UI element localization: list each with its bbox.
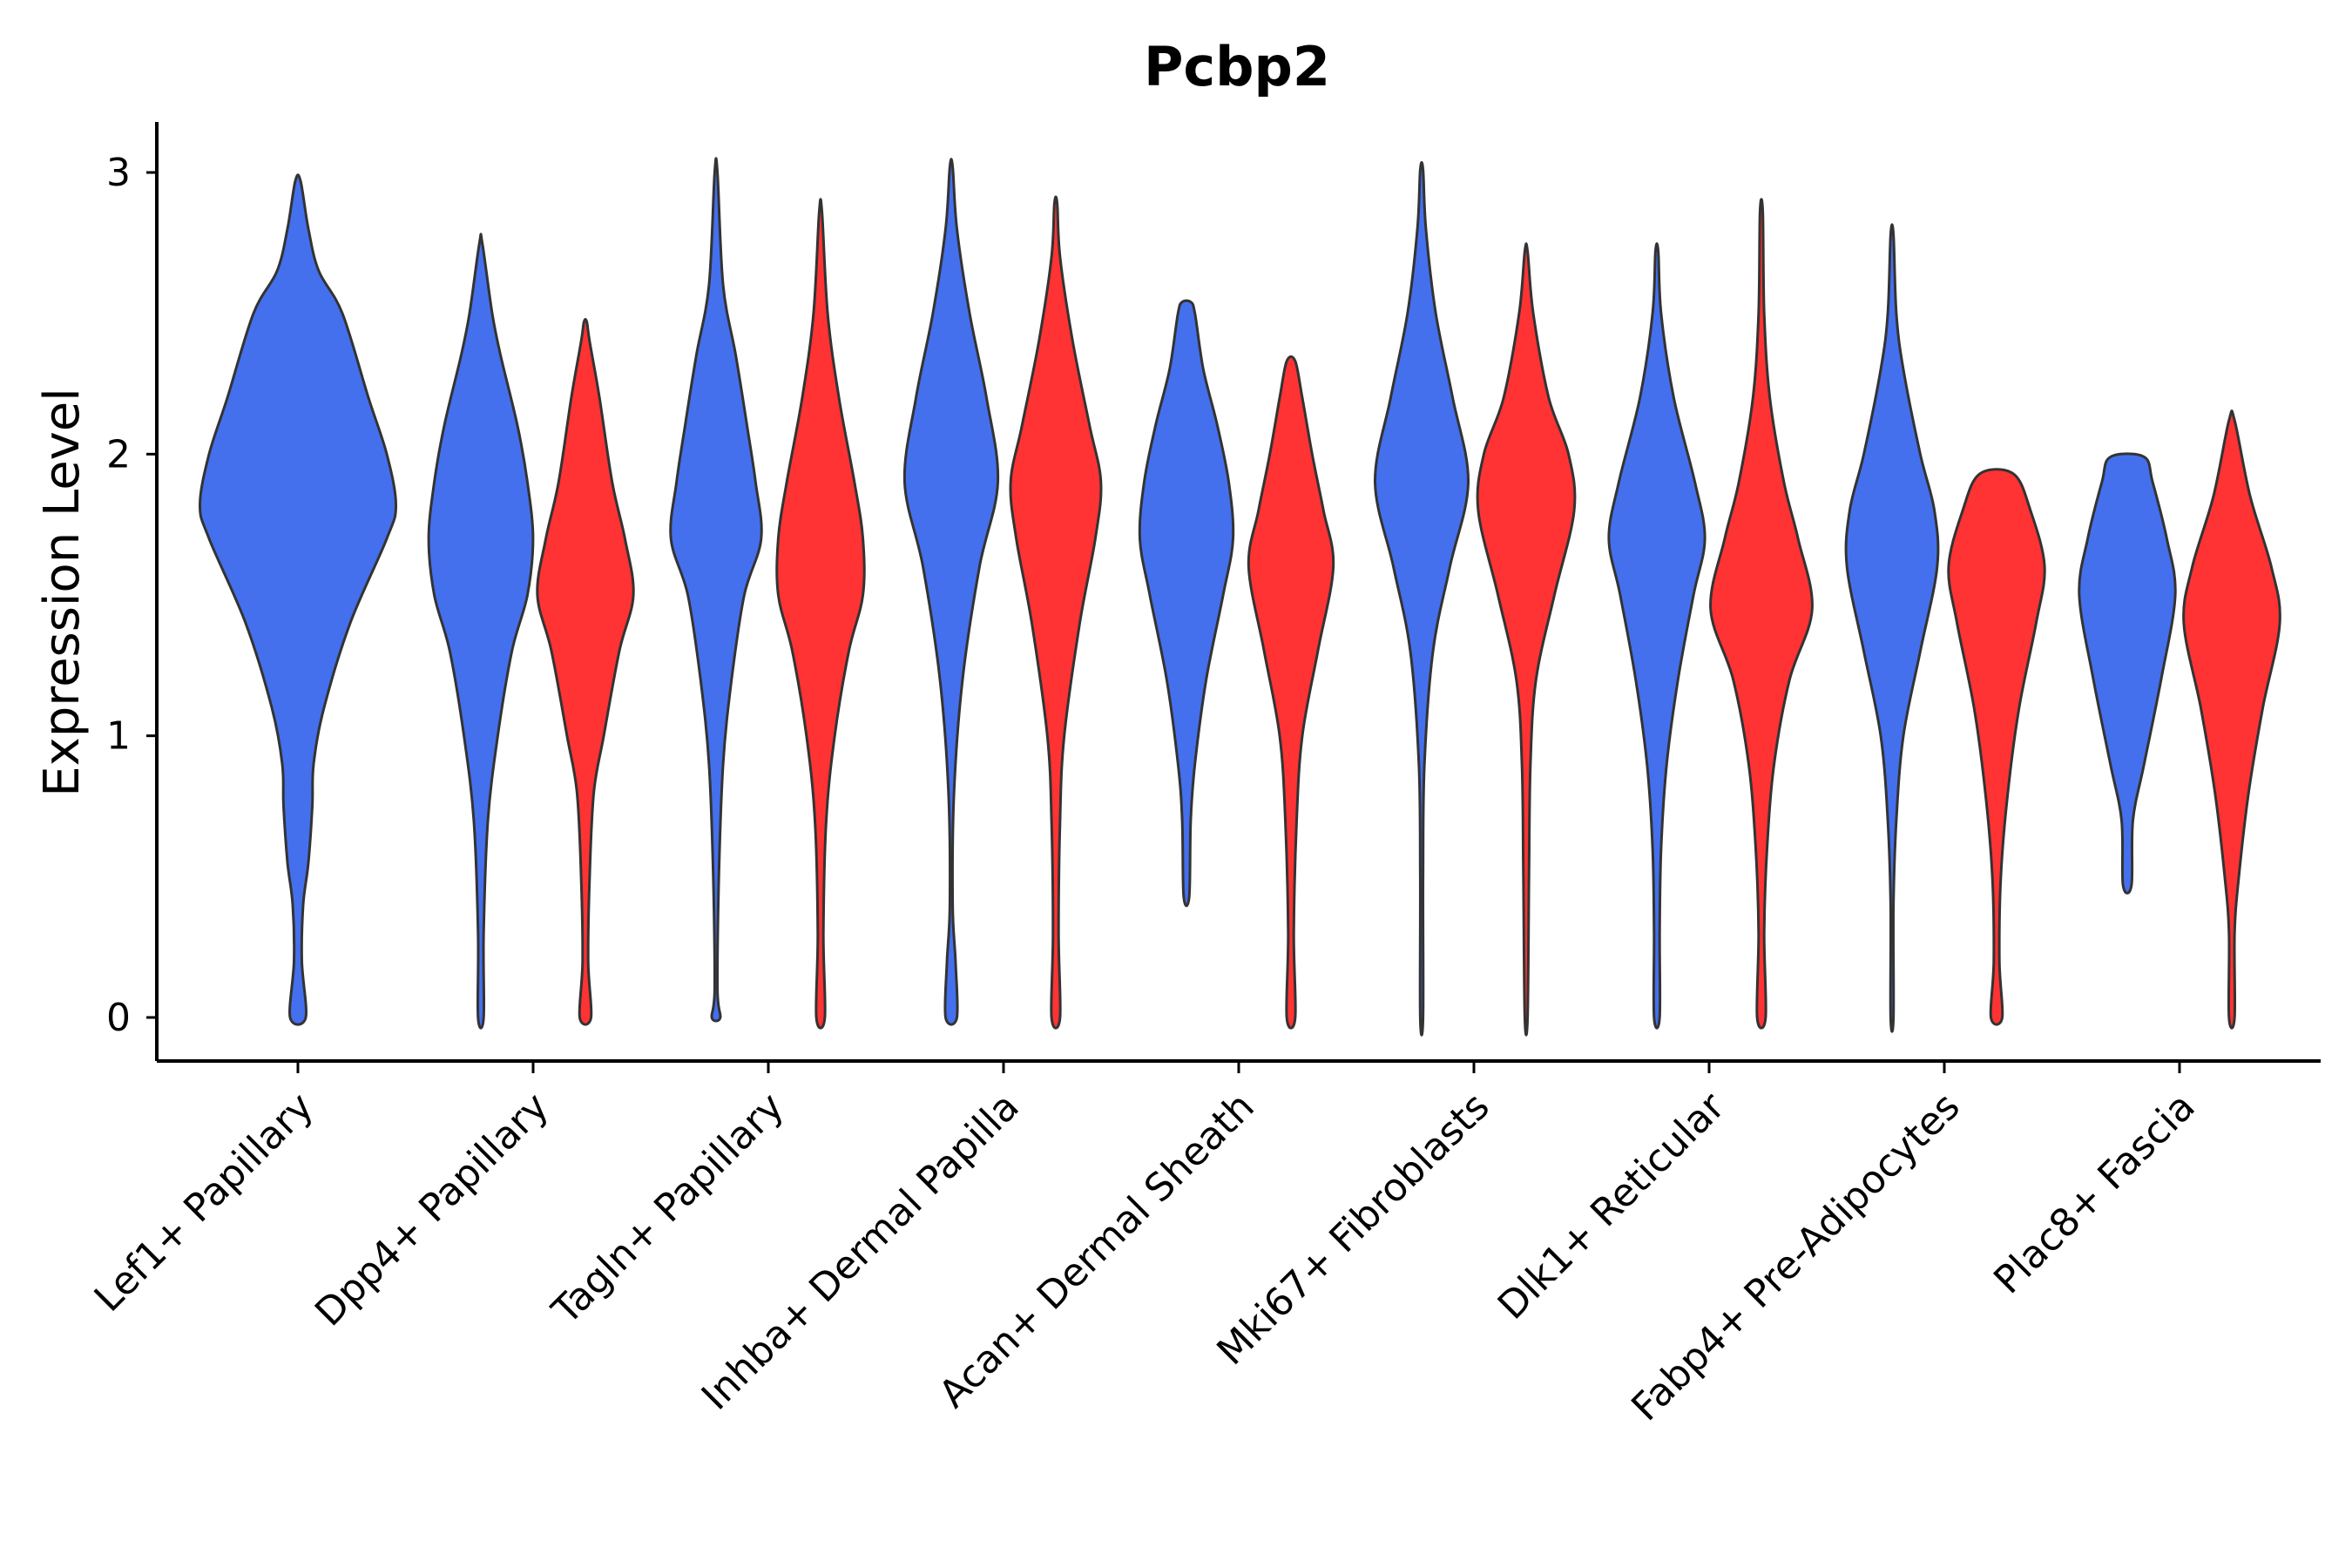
violin-9-group2 xyxy=(2182,409,2281,1030)
y-axis-ticks: 0 1 2 3 xyxy=(106,151,157,1040)
x-tick-label: Plac8+ Fascia xyxy=(1985,1085,2204,1303)
violin-7-group1 xyxy=(1607,242,1707,1030)
violin-2-group1 xyxy=(427,233,535,1030)
violin-6-group2 xyxy=(1476,242,1577,1037)
x-tick-label: Mki67+ Fibroblasts xyxy=(1208,1085,1497,1374)
violin-2-group2 xyxy=(536,318,635,1026)
x-tick-label: Dpp4+ Papillary xyxy=(307,1085,558,1335)
y-tick-label: 1 xyxy=(106,714,131,759)
violin-4-group2 xyxy=(1009,195,1103,1030)
violin-5-group1 xyxy=(1138,299,1235,908)
violin-1-group1 xyxy=(199,173,397,1026)
violin-4-group1 xyxy=(902,158,1000,1026)
violin-series xyxy=(199,157,2281,1037)
chart-title: Pcbp2 xyxy=(1144,35,1330,98)
violin-6-group1 xyxy=(1373,160,1470,1037)
y-tick-label: 3 xyxy=(106,151,131,195)
x-tick-label: Lef1+ Papillary xyxy=(86,1085,322,1321)
violin-3-group2 xyxy=(775,198,866,1030)
violin-5-group2 xyxy=(1247,355,1335,1030)
x-tick-label: Dlk1+ Reticular xyxy=(1490,1084,1734,1328)
x-tick-label: Tagln+ Papillary xyxy=(544,1085,793,1334)
y-tick-label: 2 xyxy=(106,432,131,476)
violin-8-group2 xyxy=(1947,468,2046,1026)
violin-7-group2 xyxy=(1709,198,1814,1030)
violin-8-group1 xyxy=(1844,223,1940,1033)
y-tick-label: 0 xyxy=(106,996,131,1040)
y-axis-label: Expression Level xyxy=(34,388,91,797)
violin-3-group1 xyxy=(669,157,763,1023)
violin-9-group1 xyxy=(2078,452,2177,895)
